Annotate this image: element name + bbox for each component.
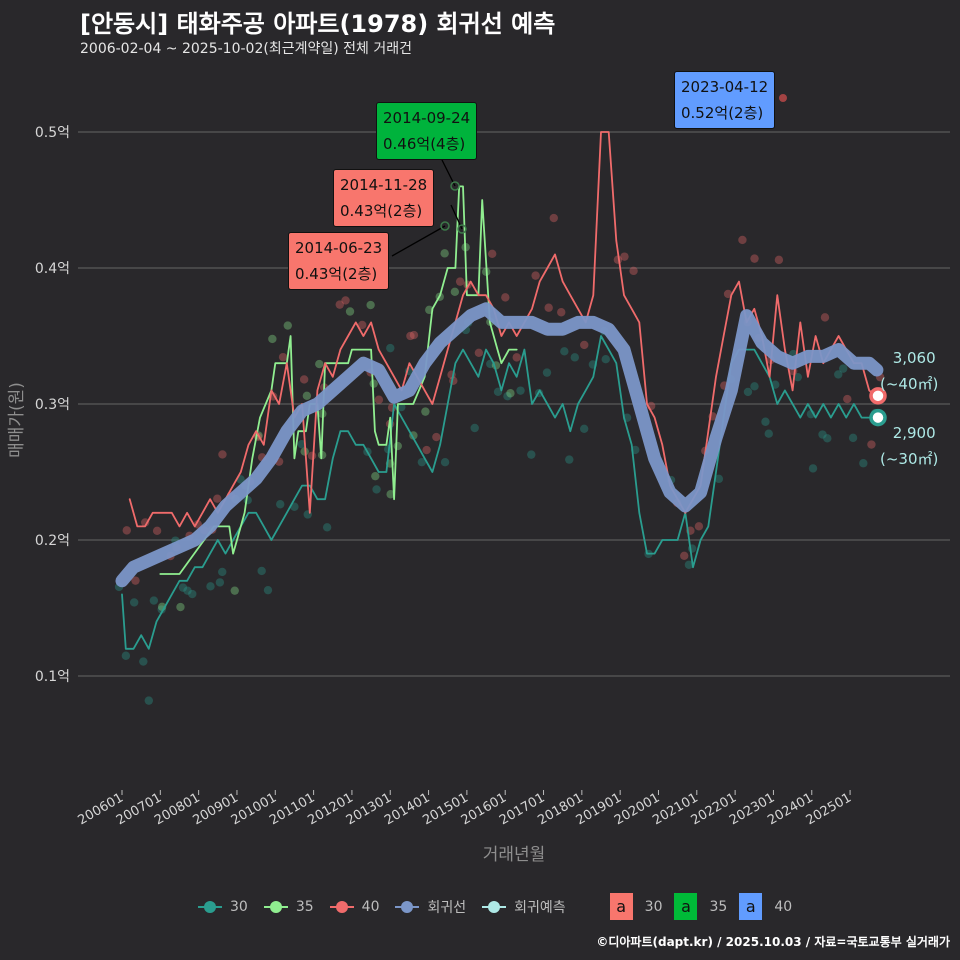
series-line-0 [121,335,878,650]
legend-label-swatch: a [739,893,763,920]
legend-item: 회귀예측 [482,897,566,917]
prediction-label: 2,900 (~30㎡) [880,424,939,468]
legend-line-icon [482,900,507,914]
gridlines [78,131,950,677]
legend: 30 35 40 회귀선 회귀예측 a 30 a 35 a 40 [198,893,804,920]
series-line-3 [115,302,884,588]
x-axis-ticks: 2006012007012008012009012010012011012012… [76,790,854,828]
y-tick-label: 0.1억 [35,669,70,685]
legend-line-icon [329,900,354,914]
legend-label-text: 35 [709,898,728,915]
y-tick-label: 0.2억 [35,533,70,549]
footer-credit: ©디아파트(dapt.kr) / 2025.10.03 / 자료=국토교통부 실… [596,935,950,949]
prediction-label: 3,060 (~40㎡) [880,349,939,393]
legend-label-text: 30 [644,898,663,915]
legend-label-swatch: a [674,893,698,920]
annotation-leaders [391,94,787,257]
chart-subtitle: 2006-02-04 ~ 2025-10-02(최근계약일) 전체 거래건 [80,41,412,57]
legend-label-text: 40 [774,898,793,915]
annotation-box: 2023-04-12 0.52억(2층) [674,71,776,129]
legend-line-icon [198,900,222,914]
annotation-box: 2014-11-28 0.43억(2층) [333,169,435,227]
prediction-marker [869,408,887,427]
scatter-points [114,125,885,705]
x-axis-title: 거래년월 [483,845,546,865]
prediction-marker [869,387,887,405]
y-axis-title: 매매가(원) [7,382,27,458]
legend-item: 35 [263,899,314,915]
series-line-1 [159,185,518,575]
legend-line-icon [263,900,288,914]
y-tick-label: 0.4억 [35,261,70,277]
annotation-box: 2014-09-24 0.46억(4층) [376,102,478,160]
prediction-points [869,387,887,427]
y-tick-label: 0.5억 [35,125,70,141]
series-lines [115,131,884,650]
legend-item: 30 [198,899,248,915]
legend-item: 회귀선 [395,897,466,917]
y-axis-ticks: 0.1억 0.2억 0.3억 0.4억 0.5억 [35,125,70,685]
series-line-2 [128,131,878,528]
legend-label-swatch: a [609,893,633,920]
legend-line-icon [395,900,420,914]
annotation-box: 2014-06-23 0.43억(2층) [288,232,390,290]
y-tick-label: 0.3억 [35,397,70,413]
legend-item: 40 [329,899,379,915]
chart-title: [안동시] 태화주공 아파트(1978) 회귀선 예측 [80,10,556,38]
